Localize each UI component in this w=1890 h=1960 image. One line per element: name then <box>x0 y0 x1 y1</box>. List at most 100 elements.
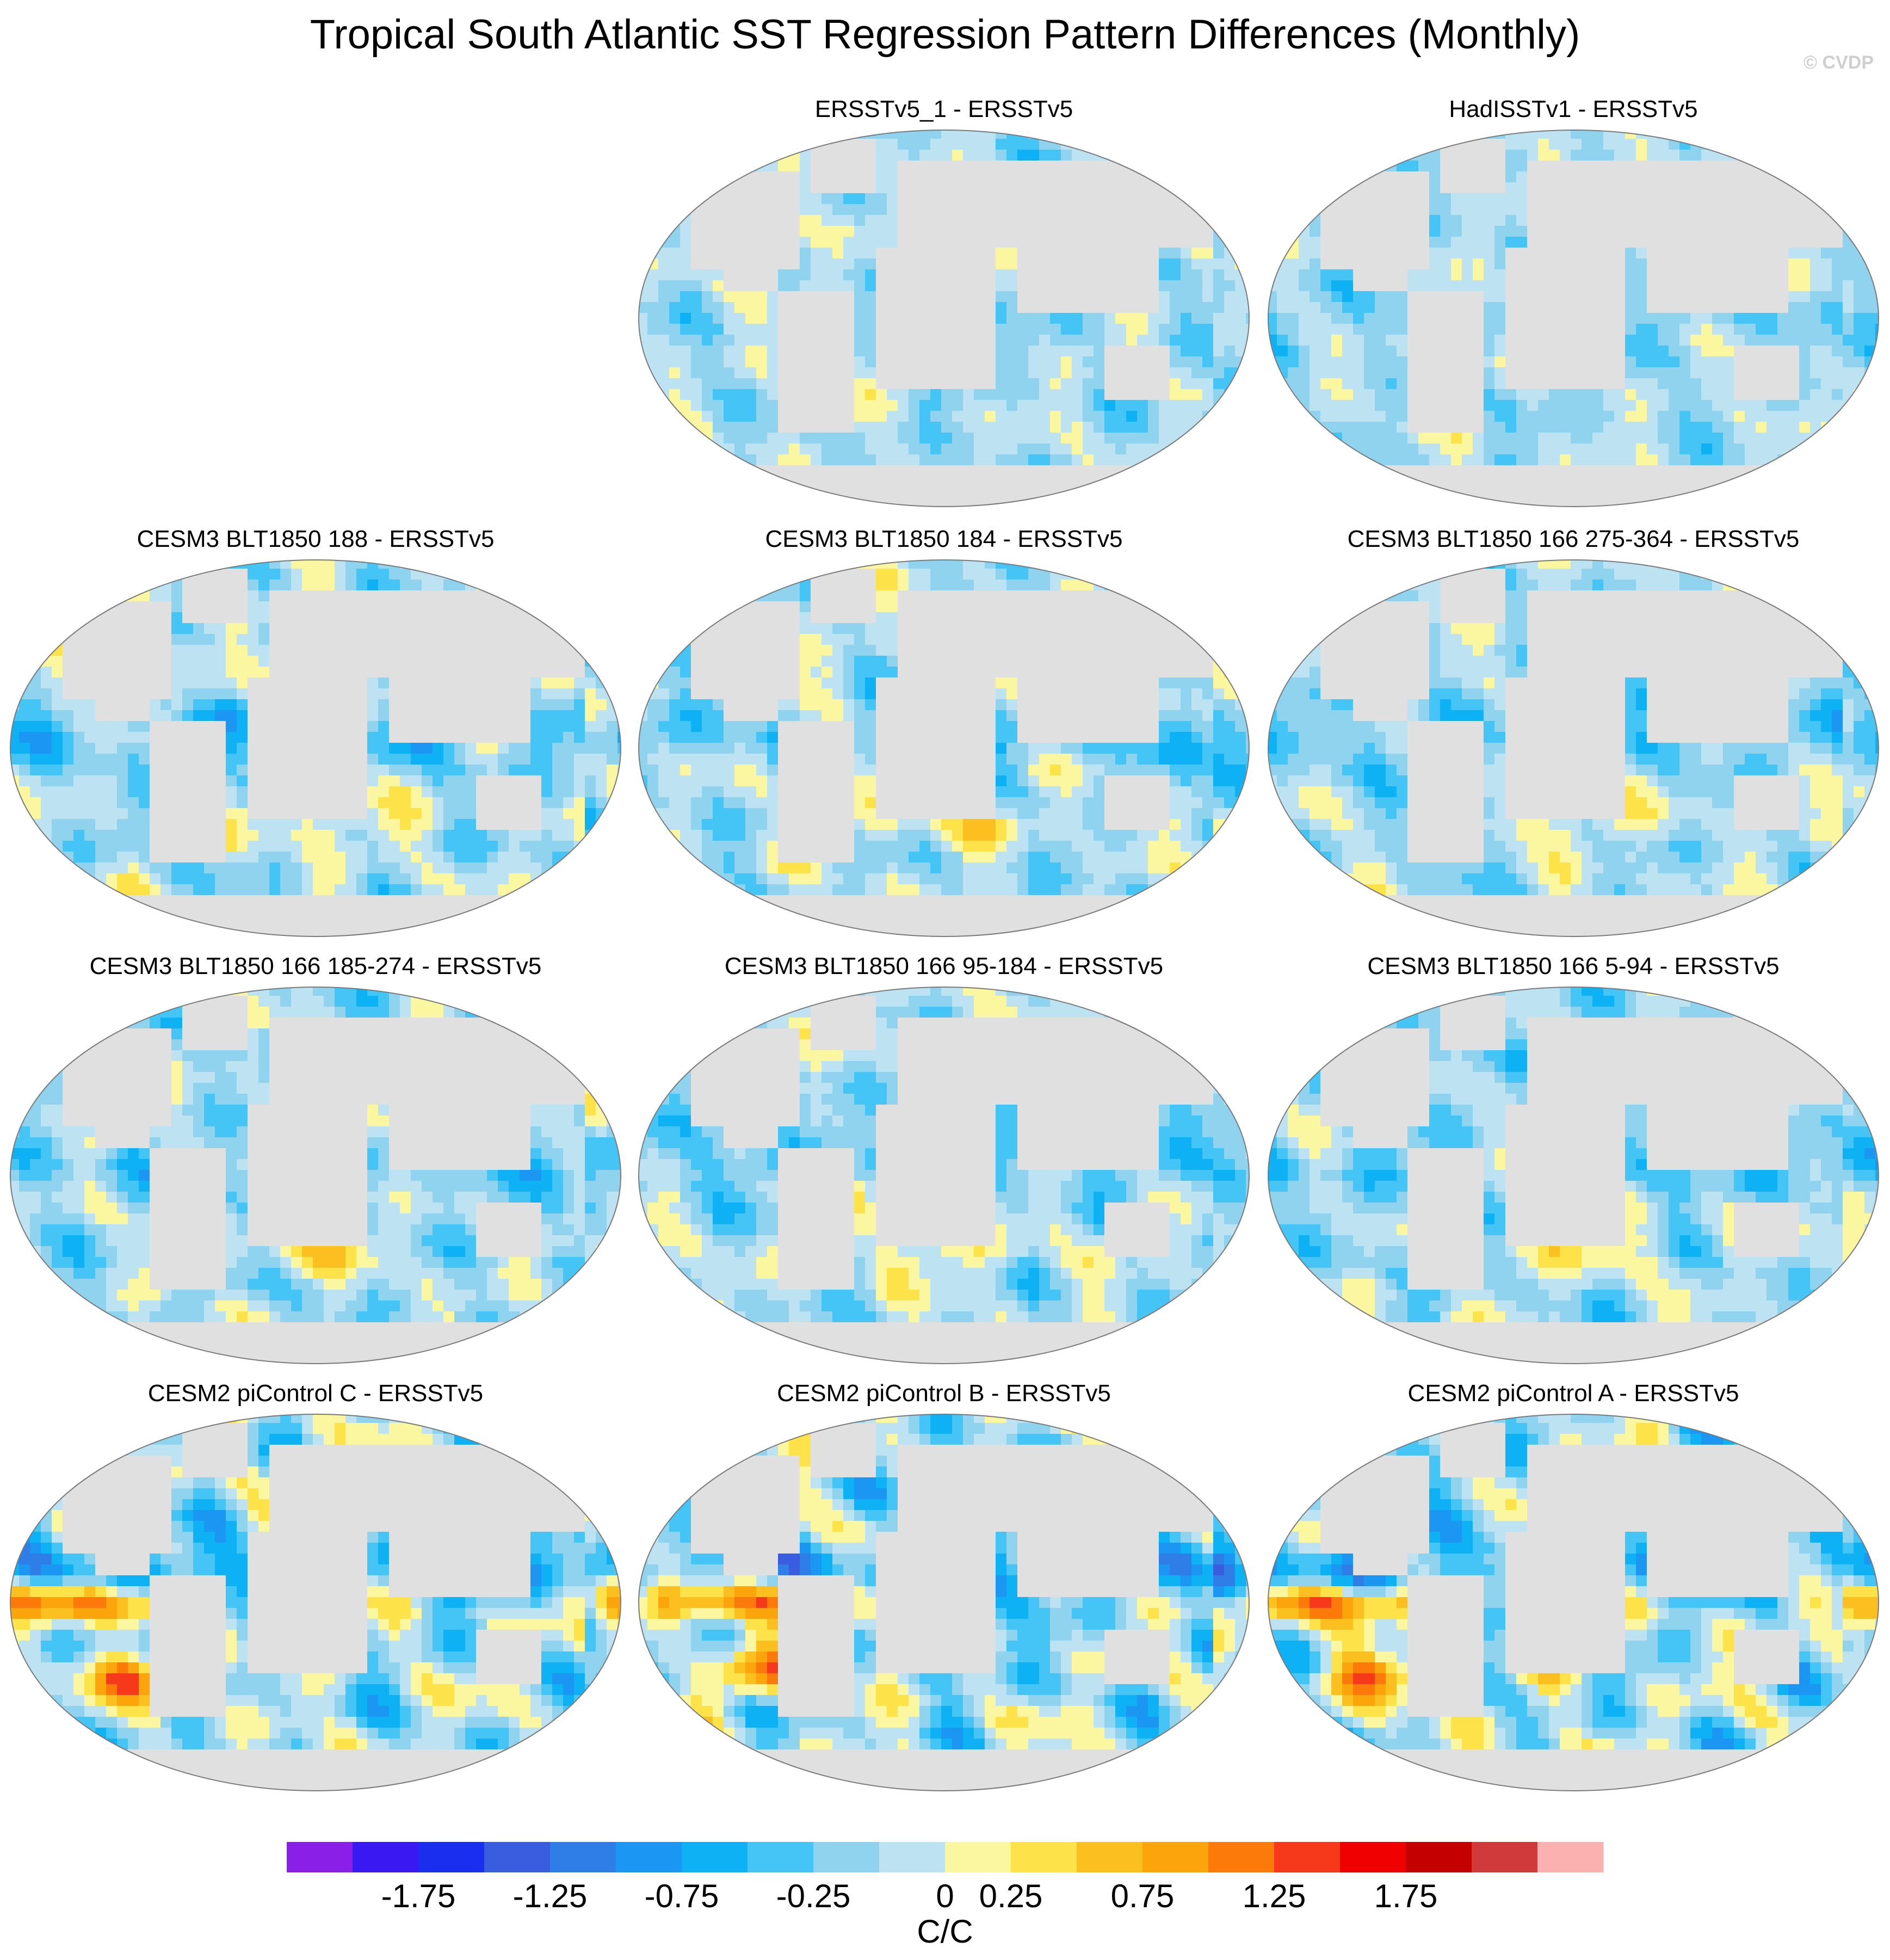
map-cell <box>974 498 985 507</box>
map-cell <box>1039 378 1051 390</box>
map-cell <box>691 411 702 422</box>
map-cell <box>1669 411 1680 422</box>
map-cell <box>1821 400 1832 411</box>
map-cell <box>1614 204 1626 215</box>
map-cell <box>767 291 779 303</box>
map-cell <box>1538 226 1549 237</box>
map-cell <box>865 433 876 444</box>
map-cell <box>1484 465 1495 477</box>
map-cell <box>1832 291 1843 303</box>
map-cell <box>778 313 789 324</box>
map-cell <box>1505 161 1517 172</box>
map-cell <box>1745 248 1756 259</box>
map-cell <box>1061 454 1072 466</box>
map-cell <box>1821 356 1832 368</box>
map-cell <box>1560 324 1571 335</box>
map-cell <box>680 367 691 379</box>
map-cell <box>887 171 898 183</box>
map-cell <box>1235 313 1246 324</box>
map-cell <box>898 139 909 150</box>
map-cell <box>1854 346 1865 357</box>
map-cell <box>1582 130 1593 139</box>
map-cell <box>1050 422 1061 433</box>
map-cell <box>1017 411 1029 422</box>
map-cell <box>1397 280 1408 292</box>
map-cell <box>1473 476 1484 488</box>
map-cell <box>1603 443 1615 455</box>
map-cell <box>919 324 931 335</box>
map-cell <box>1777 204 1789 215</box>
map-cell <box>1148 237 1159 248</box>
map-cell <box>822 161 833 172</box>
map-cell <box>1538 161 1549 172</box>
map-cell <box>876 280 887 292</box>
map-cell <box>1527 378 1539 390</box>
map-cell <box>1701 324 1713 335</box>
map-cell <box>909 487 920 498</box>
map-cell <box>756 215 768 226</box>
map-cell <box>1843 335 1854 346</box>
map-cell <box>996 215 1007 226</box>
map-cell <box>1299 367 1310 379</box>
map-cell <box>1527 291 1539 303</box>
map-cell <box>1072 378 1083 390</box>
map-cell <box>800 313 811 324</box>
map-cell <box>919 182 931 194</box>
map-cell <box>1375 433 1386 444</box>
map-cell <box>1429 433 1441 444</box>
map-cell <box>1429 280 1441 292</box>
map-cell <box>1679 161 1691 172</box>
map-cell <box>1505 422 1517 433</box>
map-cell <box>756 378 768 390</box>
map-cell <box>941 269 953 281</box>
map-cell <box>1538 130 1549 139</box>
map-cell <box>985 378 996 390</box>
map-cell <box>1115 335 1127 346</box>
map-cell <box>1582 139 1593 150</box>
map-cell <box>843 389 855 400</box>
map-cell <box>1636 454 1647 466</box>
map-cell <box>1690 465 1702 477</box>
map-cell <box>1104 248 1116 259</box>
map-cell <box>1538 171 1549 183</box>
map-cell <box>1505 400 1517 411</box>
map-cell <box>963 215 974 226</box>
map-cell <box>1342 269 1354 281</box>
map-cell <box>1679 400 1691 411</box>
map-cell <box>1331 291 1343 303</box>
map-cell <box>702 258 713 270</box>
map-cell <box>1462 346 1473 357</box>
map-cell <box>1407 161 1419 172</box>
map-cell <box>1094 389 1105 400</box>
map-cell <box>1006 433 1018 444</box>
map-cell <box>1571 215 1582 226</box>
map-cell <box>1277 356 1288 368</box>
map-cell <box>1571 269 1582 281</box>
map-cell <box>974 161 985 172</box>
map-cell <box>1418 367 1430 379</box>
map-cell <box>854 454 866 466</box>
map-cell <box>734 291 746 303</box>
map-cell <box>1440 193 1452 205</box>
map-cell <box>1734 280 1745 292</box>
map-cell <box>1592 465 1604 477</box>
map-cell <box>1407 302 1419 313</box>
map-cell <box>854 161 866 172</box>
map-cell <box>1679 454 1691 466</box>
map-cell <box>1050 389 1061 400</box>
map-cell <box>1494 400 1506 411</box>
map-cell <box>1723 454 1734 466</box>
map-cell <box>1115 182 1127 194</box>
map-cell <box>919 171 931 183</box>
map-cell <box>1560 454 1571 466</box>
map-cell <box>1538 313 1549 324</box>
map-cell <box>887 454 898 466</box>
map-cell <box>1625 258 1636 270</box>
map-cell <box>734 324 746 335</box>
map-cell <box>1571 356 1582 368</box>
map-cell <box>1538 346 1549 357</box>
map-cell <box>887 258 898 270</box>
map-cell <box>1494 139 1506 150</box>
map-cell <box>1083 291 1094 303</box>
map-cell <box>1202 389 1214 400</box>
